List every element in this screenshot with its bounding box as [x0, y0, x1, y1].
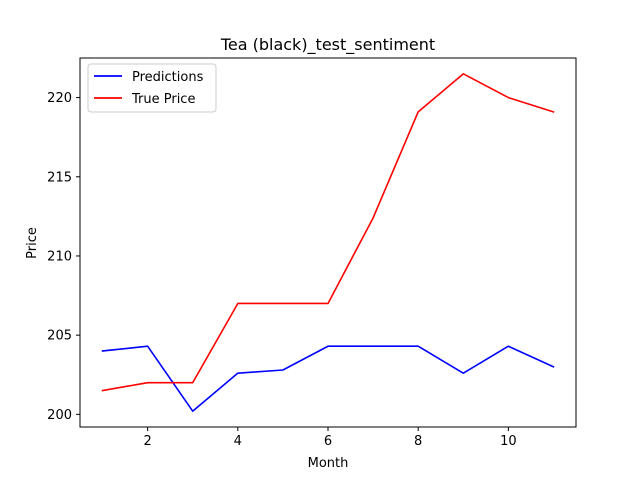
y-axis-label: Price [25, 227, 40, 259]
x-tick-label: 2 [143, 434, 151, 449]
legend-label-true-price: True Price [131, 92, 195, 107]
series-layer [101, 73, 555, 412]
chart-title: Tea (black)_test_sentiment [220, 35, 435, 55]
y-tick-label: 200 [47, 408, 72, 423]
legend: Predictions True Price [87, 63, 217, 113]
series-line-predictions [101, 345, 555, 412]
x-tick-label: 4 [234, 434, 242, 449]
x-axis-label: Month [308, 456, 349, 471]
legend-label-predictions: Predictions [132, 70, 204, 85]
x-axis-ticks: 2 4 6 8 10 [143, 427, 517, 449]
x-tick-label: 6 [324, 434, 332, 449]
series-line-true-price [101, 73, 555, 392]
y-tick-label: 210 [47, 249, 72, 264]
x-tick-label: 8 [414, 434, 422, 449]
y-tick-label: 220 [47, 91, 72, 106]
y-tick-label: 205 [47, 329, 72, 344]
y-axis-ticks: 200 205 210 215 220 [47, 91, 80, 423]
x-tick-label: 10 [500, 434, 517, 449]
y-tick-label: 215 [47, 170, 72, 185]
